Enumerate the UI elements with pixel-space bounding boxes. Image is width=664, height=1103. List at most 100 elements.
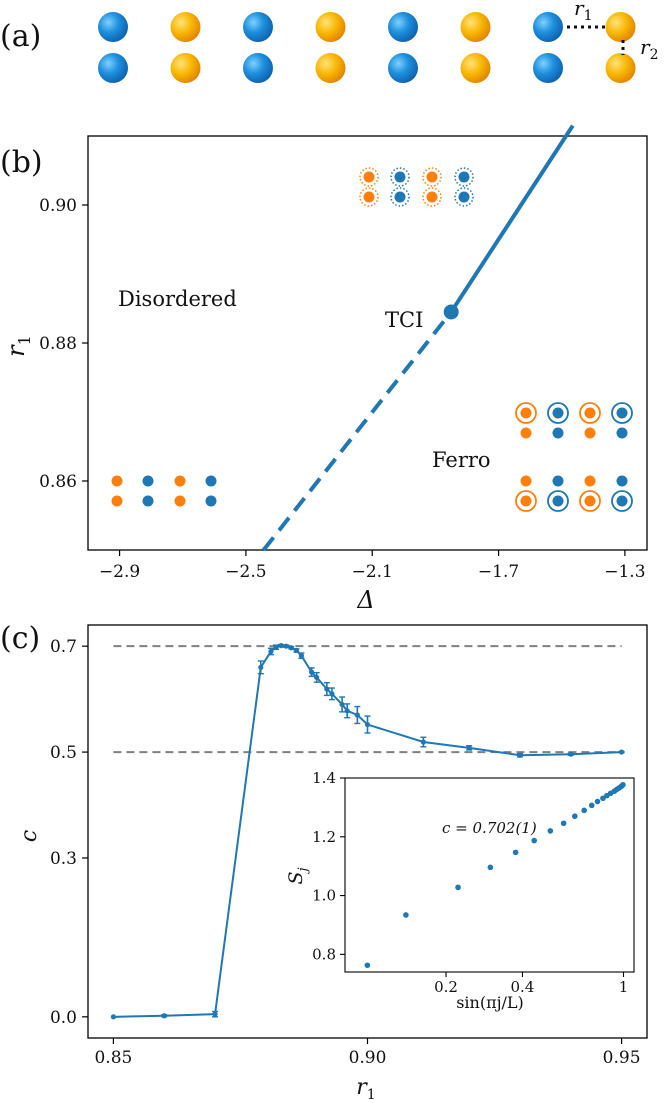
inset-x-tick-label: 0.4 — [511, 978, 535, 996]
cc-point — [293, 647, 299, 654]
panel-label-a: (a) — [0, 19, 41, 54]
cc-x-ticks: 0.85 0.90 0.95 — [94, 1038, 641, 1068]
icon-dot — [394, 171, 406, 183]
icon-dotted-ring — [359, 187, 379, 207]
inset-point — [571, 813, 578, 820]
cc-x-tick-label: 0.90 — [349, 1048, 387, 1068]
icon-ring — [579, 490, 601, 512]
icon-dot — [458, 191, 470, 203]
icon-dot — [520, 475, 532, 487]
cc-point — [258, 664, 264, 670]
panel-b: (b) −2.9 −2.5 −2.1 −1.7 −1.3 0.86 0.88 0.90 Di… — [0, 124, 648, 614]
panel-label-c: (c) — [0, 621, 40, 656]
inset-point — [588, 802, 595, 809]
icon-dotted-ring — [422, 187, 442, 207]
inset-point — [512, 849, 519, 856]
cc-x-tick-label: 0.95 — [603, 1048, 641, 1068]
sphere-blue-6-1 — [533, 53, 563, 83]
icon-dot — [142, 475, 154, 487]
cc-point — [283, 643, 289, 649]
inset-point — [364, 962, 371, 969]
cc-x-tick-label: 0.85 — [94, 1048, 132, 1068]
icon-dot — [205, 475, 217, 487]
icon-dotted-ring — [422, 167, 442, 187]
icon-dot — [552, 407, 564, 419]
sphere-orange-3-1 — [315, 53, 346, 83]
icon-dot — [520, 495, 532, 507]
inset-annotation: c = 0.702(1) — [442, 819, 537, 837]
icon-dot — [363, 171, 375, 183]
panel-c: (c) 0.85 0.90 0.95 0.00.30.50.7 r1 c 0.2 0.… — [0, 621, 648, 1103]
phase-x-ticks: −2.9 −2.5 −2.1 −1.7 −1.3 — [99, 550, 646, 582]
inset-point — [581, 807, 587, 814]
inset-point — [403, 912, 409, 918]
icon-ring — [611, 490, 633, 512]
sphere-orange-3-0 — [315, 12, 346, 42]
cc-point — [273, 644, 279, 650]
icon-dot — [584, 427, 596, 439]
tci-point — [443, 304, 459, 320]
phase-y-label: r1 — [2, 335, 34, 357]
phase-y-tick-label: 0.86 — [39, 472, 77, 492]
phase-x-tick-label: −2.5 — [225, 562, 266, 582]
icon-dot — [174, 495, 186, 507]
cc-point — [324, 686, 330, 692]
icon-ring — [611, 402, 633, 424]
phase-y-tick-label: 0.88 — [39, 334, 77, 354]
inset-y-tick-label: 1.2 — [312, 828, 336, 846]
cc-point — [298, 653, 305, 659]
cc-point — [364, 721, 371, 728]
cc-reference-lines — [113, 645, 622, 754]
cc-point — [268, 648, 274, 655]
cc-point — [420, 739, 426, 745]
cc-point — [314, 674, 320, 681]
sphere-blue-0-0 — [98, 12, 128, 42]
icon-dot — [584, 475, 596, 487]
phase-icons — [111, 167, 633, 512]
sphere-orange-7-1 — [605, 53, 636, 83]
sphere-orange-5-0 — [460, 12, 491, 42]
inset-y-tick-label: 0.8 — [312, 945, 336, 963]
icon-dot — [205, 495, 217, 507]
sphere-blue-4-1 — [388, 53, 418, 83]
sphere-orange-1-1 — [170, 53, 201, 83]
icon-dotted-ring — [454, 167, 474, 187]
icon-dot — [552, 495, 564, 507]
second-order-line — [449, 124, 575, 314]
cc-point — [568, 751, 574, 757]
phase-x-tick-label: −1.3 — [604, 562, 645, 582]
icon-dot — [458, 171, 470, 183]
cc-x-label: r1 — [356, 1075, 375, 1103]
cc-point — [466, 745, 472, 751]
icon-dot — [426, 171, 438, 183]
phase-x-tick-label: −2.9 — [99, 562, 140, 582]
cc-y-tick-label: 0.0 — [50, 1008, 77, 1028]
icon-dotted-ring — [390, 167, 410, 187]
icon-dotted-ring — [454, 187, 474, 207]
inset-point — [547, 828, 554, 834]
inset-x-tick-label: 1 — [619, 978, 629, 996]
phase-y-tick-label: 0.90 — [39, 196, 77, 216]
icon-dot — [394, 191, 406, 203]
icon-dot — [552, 427, 564, 439]
inset-points — [364, 781, 626, 969]
icon-ring — [515, 490, 537, 512]
icon-ring — [515, 402, 537, 424]
cc-y-label: c — [17, 830, 42, 842]
inset-y-tick-label: 1.0 — [312, 887, 336, 905]
inset-point — [455, 884, 461, 891]
cc-y-tick-label: 0.3 — [50, 849, 77, 869]
cc-point — [110, 1014, 117, 1020]
inset-point — [620, 781, 626, 788]
icon-dot — [584, 495, 596, 507]
cc-point — [161, 1013, 167, 1019]
inset-point — [600, 795, 606, 802]
cc-point — [329, 691, 335, 697]
cc-y-tick-label: 0.5 — [50, 743, 77, 763]
panel-label-b: (b) — [0, 145, 43, 180]
inset-point — [560, 820, 567, 827]
cc-point — [344, 708, 350, 714]
phase-y-ticks: 0.86 0.88 0.90 — [39, 196, 88, 492]
r1-label: r1 — [574, 0, 592, 24]
